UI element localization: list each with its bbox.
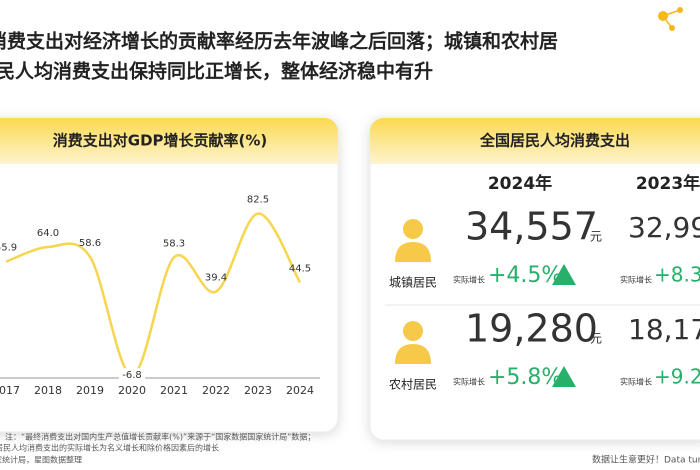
slide-title: 消费支出对经济增长的贡献率经历去年波峰之后回落；城镇和农村居 — [0, 30, 558, 53]
data-label: -6.8 — [122, 370, 142, 381]
growth-label: 实际增长 — [453, 377, 485, 387]
amount: 18,175 — [628, 313, 700, 346]
amount: 34,557 — [465, 205, 598, 249]
data-label: 44.5 — [289, 263, 311, 274]
column-header: 2023年 — [636, 173, 700, 194]
x-tick-label: 2024 — [286, 384, 314, 397]
line — [5, 212, 302, 377]
footer: 数据让生意更好！Data turn — [592, 454, 700, 466]
panel-title: 全国居民人均消费支出 — [479, 132, 630, 150]
data-label: 55.9 — [0, 243, 17, 254]
chart-title: 消费支出对GDP增长贡献率(%) — [53, 132, 268, 150]
slide-title: 民人均消费支出保持同比正增长，整体经济稳中有升 — [0, 60, 433, 83]
amount: 32,994 — [628, 211, 700, 244]
person-icon — [395, 219, 431, 262]
x-tick-label: 2020 — [118, 384, 146, 397]
label-bg — [119, 368, 145, 382]
data-label: 39.4 — [205, 273, 227, 284]
row-label: 城镇居民 — [389, 276, 437, 290]
growth-label: 实际增长 — [453, 275, 485, 285]
x-tick-label: 2019 — [76, 384, 104, 397]
x-tick-label: 2021 — [160, 384, 188, 397]
up-arrow — [552, 366, 576, 387]
card-header — [0, 118, 338, 164]
amount: 19,280 — [465, 307, 598, 351]
x-tick-label: 2023 — [244, 384, 272, 397]
note: 居民人均消费支出的实际增长为名义增长和除价格因素后的增长 — [0, 443, 219, 453]
person-icon — [395, 318, 431, 364]
note: 注：“最终消费支出对国内生产总值增长贡献率(%)”来源于“国家数据国家统计局”数… — [5, 432, 315, 442]
growth: +8.3% — [654, 263, 700, 287]
column-header: 2024年 — [488, 173, 552, 194]
data-label: 64.0 — [37, 228, 59, 239]
up-arrow — [552, 264, 576, 285]
x-tick-label: 2018 — [34, 384, 62, 397]
row-label: 农村居民 — [389, 378, 437, 392]
x-tick-label: 2017 — [0, 384, 20, 397]
growth: +5.8% — [488, 365, 562, 390]
data-label: 58.3 — [163, 238, 185, 249]
growth-label: 实际增长 — [620, 275, 652, 285]
growth-label: 实际增长 — [620, 377, 652, 387]
data-label: 58.6 — [79, 238, 101, 249]
unit: 元 — [590, 230, 602, 244]
logo — [658, 7, 683, 31]
growth: +9.2% — [654, 365, 700, 389]
note: 来源：国家统计局，星图数据整理 — [0, 455, 82, 465]
x-tick-label: 2022 — [202, 384, 230, 397]
unit: 元 — [590, 332, 602, 346]
growth: +4.5% — [488, 263, 562, 288]
data-label: 82.5 — [247, 195, 269, 206]
card-header — [370, 118, 700, 164]
